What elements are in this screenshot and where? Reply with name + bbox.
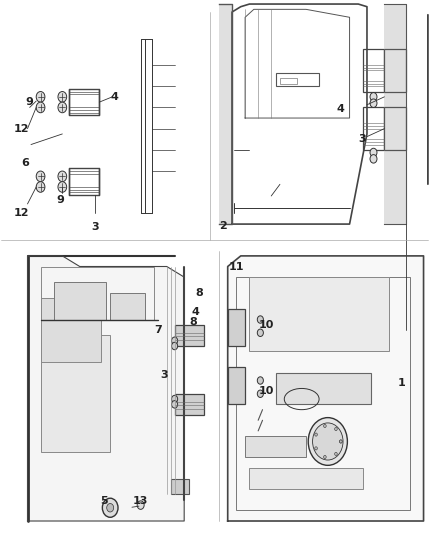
Circle shape xyxy=(36,171,45,182)
Circle shape xyxy=(339,440,342,443)
Text: 8: 8 xyxy=(189,317,197,327)
Bar xyxy=(228,309,245,346)
Bar xyxy=(385,49,406,92)
Circle shape xyxy=(137,501,144,510)
Bar xyxy=(228,367,245,405)
Bar xyxy=(237,277,410,511)
Circle shape xyxy=(172,401,178,408)
Circle shape xyxy=(172,337,178,344)
Circle shape xyxy=(107,504,114,512)
Polygon shape xyxy=(219,4,232,224)
Circle shape xyxy=(335,453,337,456)
Circle shape xyxy=(370,155,377,163)
Bar xyxy=(250,468,363,489)
Bar xyxy=(110,293,145,319)
Polygon shape xyxy=(28,256,184,521)
Text: 12: 12 xyxy=(13,124,29,134)
Bar xyxy=(363,49,385,92)
Circle shape xyxy=(308,418,347,465)
Bar xyxy=(53,282,106,319)
Bar xyxy=(276,73,319,86)
Circle shape xyxy=(58,171,67,182)
Circle shape xyxy=(172,395,178,403)
Text: 5: 5 xyxy=(100,496,107,506)
Polygon shape xyxy=(228,256,424,521)
Text: 4: 4 xyxy=(111,92,119,102)
Bar xyxy=(385,108,406,150)
Circle shape xyxy=(324,424,326,427)
Bar xyxy=(363,108,385,150)
Circle shape xyxy=(370,148,377,157)
Circle shape xyxy=(102,498,118,518)
Text: 7: 7 xyxy=(154,325,162,335)
Circle shape xyxy=(324,455,326,458)
Bar xyxy=(41,298,102,362)
Text: 9: 9 xyxy=(56,195,64,205)
Circle shape xyxy=(370,93,377,101)
Circle shape xyxy=(313,423,343,460)
Bar xyxy=(280,78,297,84)
Text: 10: 10 xyxy=(259,386,275,396)
Text: 3: 3 xyxy=(161,370,168,380)
Circle shape xyxy=(315,447,318,450)
Bar xyxy=(250,277,389,351)
Circle shape xyxy=(58,92,67,102)
Polygon shape xyxy=(385,4,406,224)
Bar xyxy=(245,436,306,457)
Circle shape xyxy=(339,440,342,443)
Circle shape xyxy=(36,182,45,192)
Text: 2: 2 xyxy=(219,221,227,231)
Bar xyxy=(69,89,99,115)
Text: 10: 10 xyxy=(259,320,275,330)
Bar xyxy=(41,335,110,452)
Circle shape xyxy=(36,92,45,102)
Text: 3: 3 xyxy=(91,222,99,232)
Bar xyxy=(176,394,204,415)
Text: 3: 3 xyxy=(358,134,366,144)
Circle shape xyxy=(370,99,377,108)
Circle shape xyxy=(257,390,263,398)
Text: 12: 12 xyxy=(13,208,29,219)
Bar xyxy=(41,266,154,319)
Text: 6: 6 xyxy=(21,158,29,168)
Text: 4: 4 xyxy=(337,104,345,114)
Text: 9: 9 xyxy=(26,97,34,107)
Circle shape xyxy=(36,102,45,113)
Circle shape xyxy=(58,182,67,192)
Bar xyxy=(171,479,188,495)
Circle shape xyxy=(315,433,318,436)
Text: 4: 4 xyxy=(191,306,199,317)
Circle shape xyxy=(335,427,337,431)
Circle shape xyxy=(58,102,67,113)
Circle shape xyxy=(257,329,263,336)
Text: 8: 8 xyxy=(195,288,203,298)
Bar xyxy=(69,168,99,195)
Circle shape xyxy=(172,342,178,350)
Text: 13: 13 xyxy=(133,496,148,506)
Circle shape xyxy=(257,316,263,323)
Bar xyxy=(176,325,204,346)
Text: 11: 11 xyxy=(229,262,244,271)
Circle shape xyxy=(257,377,263,384)
Bar xyxy=(276,373,371,405)
Text: 1: 1 xyxy=(398,378,406,388)
